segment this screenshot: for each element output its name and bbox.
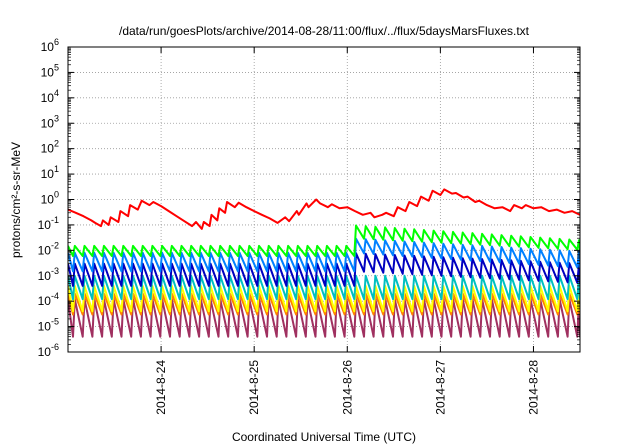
x-tick-label: 2014-8-26: [340, 360, 354, 415]
y-tick-exponent: -4: [51, 291, 59, 301]
y-tick-exponent: 5: [54, 62, 59, 72]
y-tick-exponent: 6: [54, 37, 59, 47]
y-tick-label: 10-6: [38, 342, 59, 359]
series-line: [68, 298, 580, 338]
y-tick-label: 10-5: [38, 317, 59, 334]
y-tick-label: 106: [41, 37, 59, 54]
y-tick-label: 10-4: [38, 291, 59, 308]
series-line: [68, 237, 580, 273]
y-tick-exponent: -6: [51, 342, 59, 352]
series-line: [68, 292, 580, 316]
x-axis-label: Coordinated Universal Time (UTC): [232, 430, 416, 444]
y-tick-exponent: 2: [54, 139, 59, 149]
x-tick-label: 2014-8-27: [433, 360, 447, 415]
y-tick-label: 10-3: [38, 266, 59, 283]
y-tick-label: 100: [41, 190, 59, 207]
x-tick-label: 2014-8-24: [154, 360, 168, 415]
y-tick-exponent: 4: [54, 88, 59, 98]
series-line: [68, 188, 580, 230]
y-tick-exponent: -2: [51, 240, 59, 250]
x-axis-ticks: 2014-8-24 2014-8-25 2014-8-26 2014-8-27 2014…: [154, 47, 540, 415]
y-tick-exponent: -1: [51, 215, 59, 225]
y-axis-label-text: protons/cm²-s-sr-MeV: [9, 142, 23, 258]
y-tick-label: 102: [41, 139, 59, 156]
y-tick-label: 101: [41, 164, 59, 181]
chart-title: /data/run/goesPlots/archive/2014-08-28/1…: [119, 24, 530, 38]
series-line: [68, 224, 580, 257]
y-tick-exponent: 3: [54, 113, 59, 123]
series-layer: [68, 188, 580, 338]
x-tick-label: 2014-8-25: [247, 360, 261, 415]
y-tick-exponent: -3: [51, 266, 59, 276]
y-axis-label: protons/cm²-s-sr-MeV: [9, 142, 23, 258]
y-tick-label: 10-2: [38, 240, 59, 257]
series-line: [68, 274, 580, 301]
y-tick-label: 10-1: [38, 215, 59, 232]
y-tick-exponent: 1: [54, 164, 59, 174]
y-tick-label: 104: [41, 88, 59, 105]
series-line: [68, 284, 580, 313]
y-tick-label: 105: [41, 62, 59, 79]
y-tick-label: 103: [41, 113, 59, 130]
y-tick-exponent: 0: [54, 190, 59, 200]
series-line: [68, 252, 580, 287]
y-tick-exponent: -5: [51, 317, 59, 327]
x-tick-label: 2014-8-28: [526, 360, 540, 415]
